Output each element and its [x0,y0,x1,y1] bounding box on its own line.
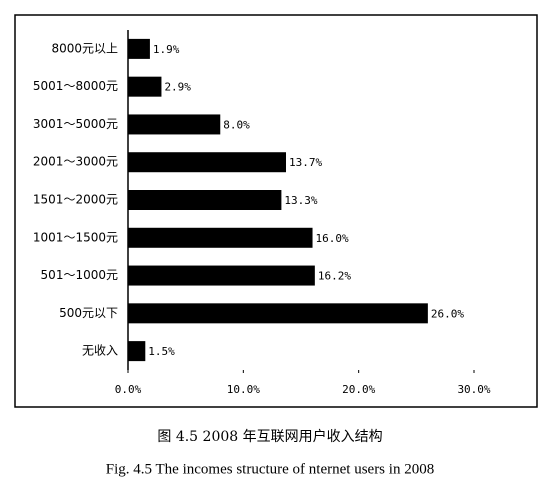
y-tick-label: 1501～2000元 [33,193,118,207]
y-tick-label: 1001～1500元 [33,230,118,244]
bar [128,114,221,135]
y-tick-label: 500元以下 [59,306,118,320]
bar [128,38,150,59]
bar [128,265,315,286]
y-tick-label: 8000元以上 [51,41,118,55]
value-label: 13.7% [289,156,322,169]
bar [128,76,162,97]
caption-en: Fig. 4.5 The incomes structure of nterne… [106,461,434,477]
caption-cn: 图 4.5 2008 年互联网用户收入结构 [157,428,382,445]
x-tick-label: 0.0% [115,383,142,396]
bar [128,227,313,248]
y-tick-label: 501～1000元 [41,268,118,282]
x-tick-label: 10.0% [227,383,260,396]
value-label: 8.0% [223,118,250,131]
value-label: 26.0% [431,307,464,320]
value-label: 1.9% [153,43,180,56]
bar [128,152,287,173]
bar [128,190,282,210]
chart-frame [14,14,538,408]
y-tick-label: 2001～3000元 [33,155,118,169]
bar [128,341,146,362]
bar [128,303,428,324]
value-label: 16.0% [316,232,349,245]
y-tick-label: 5001～8000元 [33,79,118,93]
value-label: 13.3% [284,194,317,207]
value-label: 1.5% [148,345,175,358]
value-label: 16.2% [318,270,351,283]
x-tick-label: 30.0% [457,383,490,396]
y-tick-label: 无收入 [82,344,118,358]
y-tick-label: 3001～5000元 [33,117,118,131]
x-tick-label: 20.0% [342,383,375,396]
value-label: 2.9% [164,81,191,94]
